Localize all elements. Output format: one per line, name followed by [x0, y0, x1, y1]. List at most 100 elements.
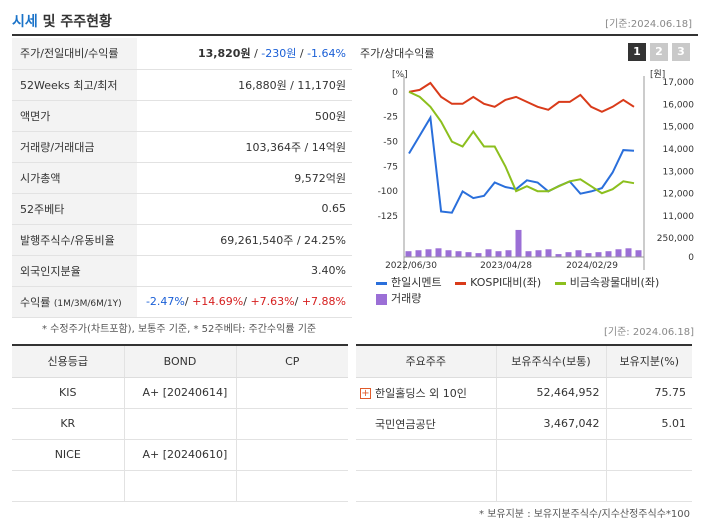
volume-bar [575, 250, 582, 257]
legend-label-volume: 거래량 [391, 292, 422, 305]
legend-item-stock: 한일시멘트 [376, 275, 442, 291]
shares-value: 69,261,540주 / 24.25% [137, 224, 352, 256]
volume-bar [465, 252, 472, 257]
summary-row-beta: 52주베타 0.65 [12, 193, 352, 225]
volume-bar [605, 251, 612, 257]
volume-bar [525, 251, 532, 257]
credit-header-row: 신용등급 BOND CP [12, 344, 348, 378]
legend-item-kospi: KOSPI대비(좌) [455, 275, 541, 291]
summary-row-volume: 거래량/거래대금 103,364주 / 14억원 [12, 131, 352, 163]
holder-name-text[interactable]: 한일홀딩스 외 10인 [375, 386, 467, 400]
credit-bond: A+ [20240614] [123, 377, 236, 409]
chart-title: 주가/상대수익률 [360, 47, 435, 60]
table-row: 국민연금공단 3,467,042 5.01 [356, 408, 692, 440]
volume-bar [505, 250, 512, 257]
holder-pct: 5.01 [605, 408, 692, 440]
chart-tabs: 1 2 3 [628, 43, 690, 61]
left-tick-label: 0 [392, 88, 398, 98]
chart-tab-2[interactable]: 2 [650, 43, 668, 61]
credit-agency: KIS [12, 377, 124, 409]
beta-value: 0.65 [137, 193, 352, 225]
chart-tab-3[interactable]: 3 [672, 43, 690, 61]
right-tick-label: 13,000 [663, 167, 695, 177]
volume-bar [625, 248, 632, 257]
section-title: 시세 및 주주현황 [12, 11, 112, 31]
holder-pct [605, 470, 692, 502]
major-shareholders-table: 주요주주 보유주식수(보통) 보유지분(%) + 한일홀딩스 외 10인 52,4… [356, 344, 692, 502]
holder-pct: 75.75 [605, 377, 692, 409]
volume-label: 거래량/거래대금 [12, 131, 137, 163]
credit-agency: NICE [12, 439, 124, 471]
summary-row-returns: 수익률 (1M/3M/6M/1Y) -2.47%/ +14.69%/ +7.63… [12, 286, 352, 318]
credit-header-agency: 신용등급 [12, 344, 124, 378]
left-tick-label: -50 [383, 138, 398, 148]
credit-cp [235, 408, 348, 440]
credit-agency [12, 470, 124, 502]
legend-swatch-volume [376, 293, 387, 305]
holders-header-pct: 보유지분(%) [605, 344, 692, 378]
right-tick-label: 17,000 [663, 78, 695, 88]
credit-header-cp: CP [235, 344, 348, 378]
price-change: -230원 [261, 47, 297, 61]
right-axis-unit: [원] [650, 69, 665, 80]
summary-row-shares: 발행주식수/유동비율 69,261,540주 / 24.25% [12, 224, 352, 256]
table-row [12, 470, 348, 502]
w52-label: 52Weeks 최고/최저 [12, 69, 137, 101]
volume-bar [515, 229, 522, 257]
volume-value: 103,364주 / 14억원 [137, 131, 352, 163]
volume-tick-label: 250,000 [657, 234, 694, 244]
right-tick-label: 14,000 [663, 145, 695, 155]
holder-shares [495, 439, 606, 471]
w52-value: 16,880원 / 11,170원 [137, 69, 352, 101]
holder-name: 국민연금공단 [356, 408, 496, 440]
summary-row-foreign: 외국인지분율 3.40% [12, 255, 352, 287]
left-tick-label: -125 [378, 212, 398, 222]
volume-bar [635, 250, 642, 257]
credit-bond: A+ [20240610] [123, 439, 236, 471]
volume-bar [495, 251, 502, 257]
par-label: 액면가 [12, 100, 137, 132]
holder-name [356, 439, 496, 471]
summary-note: * 수정주가(차트포함), 보통주 기준, * 52주베타: 주간수익률 기준 [42, 324, 317, 335]
legend-label-stock: 한일시멘트 [391, 276, 442, 289]
expand-icon[interactable]: + [360, 388, 371, 399]
foreign-value: 3.40% [137, 255, 352, 287]
chart-panel: 주가/상대수익률 1 2 3 [%] [원] 0 -25 -50 -75 -100 -125 1… [356, 38, 696, 312]
right-tick-label: 11,000 [663, 212, 695, 222]
chart-legend: 한일시멘트 KOSPI대비(좌) 비금속광물대비(좌) 거래량 [376, 275, 696, 307]
summary-row-52w: 52Weeks 최고/최저 16,880원 / 11,170원 [12, 69, 352, 101]
shares-label: 발행주식수/유동비율 [12, 224, 137, 256]
right-tick-label: 12,000 [663, 190, 695, 200]
volume-bar [475, 253, 482, 257]
table-row: NICE A+ [20240610] [12, 439, 348, 471]
holder-pct [605, 439, 692, 471]
legend-swatch-sector [554, 281, 566, 285]
credit-agency: KR [12, 408, 124, 440]
legend-swatch-stock [376, 281, 387, 285]
returns-label: 수익률 (1M/3M/6M/1Y) [12, 286, 137, 318]
volume-bar [595, 252, 602, 257]
holders-header-row: 주요주주 보유주식수(보통) 보유지분(%) [356, 344, 692, 378]
chart-tab-1[interactable]: 1 [628, 43, 646, 61]
par-value: 500원 [137, 100, 352, 132]
holders-header-name: 주요주주 [356, 344, 496, 378]
returns-periods: (1M/3M/6M/1Y) [53, 298, 122, 309]
title-accent: 시세 [12, 14, 38, 30]
credit-header-bond: BOND [123, 344, 236, 378]
x-tick-label: 2023/04/28 [480, 261, 532, 271]
credit-rating-table: 신용등급 BOND CP KIS A+ [20240614] KR NICE A… [12, 344, 348, 502]
volume-bar [585, 253, 592, 257]
price-label: 주가/전일대비/수익률 [12, 38, 137, 70]
holders-header-shares: 보유주식수(보통) [495, 344, 606, 378]
table-row: + 한일홀딩스 외 10인 52,464,952 75.75 [356, 377, 692, 409]
returns-label-text: 수익률 [20, 295, 51, 309]
credit-bond [123, 408, 236, 440]
return-3m: +14.69% [192, 295, 244, 308]
stock-price-line [408, 114, 635, 214]
mcap-value: 9,572억원 [137, 162, 352, 194]
holder-name[interactable]: + 한일홀딩스 외 10인 [356, 377, 496, 409]
volume-bar [555, 254, 562, 257]
foreign-label: 외국인지분율 [12, 255, 137, 287]
volume-bar [425, 249, 432, 257]
table-row [356, 439, 692, 471]
